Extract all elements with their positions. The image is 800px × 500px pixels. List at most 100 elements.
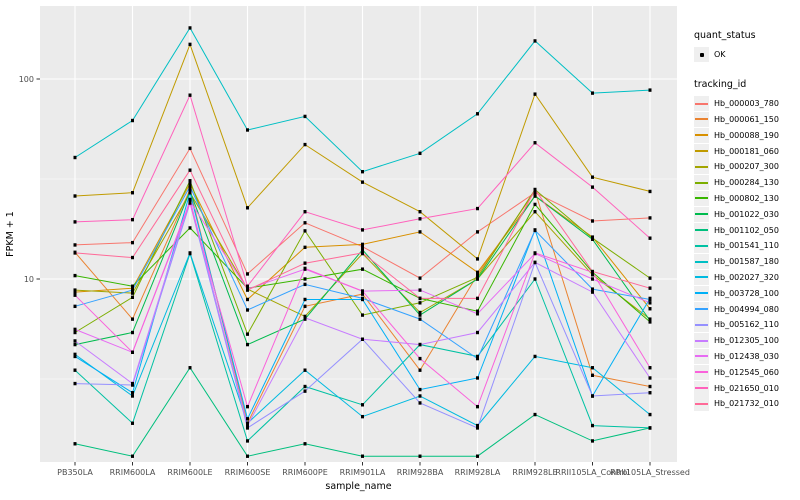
data-point: [361, 180, 364, 184]
data-point: [591, 273, 594, 277]
legend-line-icon: [695, 355, 708, 358]
legend-line-icon: [695, 213, 708, 216]
data-point: [73, 339, 77, 343]
x-tick-label: RRIM928LA: [455, 468, 501, 477]
data-point: [246, 421, 249, 425]
x-tick-label: RRIM928BA: [397, 468, 444, 477]
data-point: [131, 421, 134, 425]
data-point: [131, 291, 134, 295]
data-point: [476, 112, 479, 116]
legend-item-Hb_000003_780: Hb_000003_780: [694, 96, 798, 112]
legend-item-Hb_012438_030: Hb_012438_030: [694, 348, 798, 365]
data-point: [361, 403, 364, 407]
data-point: [361, 296, 364, 301]
data-point: [648, 297, 652, 302]
point-icon: [699, 52, 704, 57]
legend-item-label: Hb_000088_190: [714, 130, 779, 140]
legend-key-box: [694, 159, 709, 175]
y-axis-title: FPKM + 1: [5, 211, 16, 257]
legend-key-box: [694, 254, 709, 270]
legend-item-label: Hb_021650_010: [714, 383, 779, 393]
legend-key-box: [694, 143, 709, 159]
y-tick-label: 100: [19, 75, 34, 84]
data-point: [361, 251, 364, 255]
legend-item-label: Hb_000207_300: [714, 162, 779, 172]
data-point: [476, 404, 479, 409]
legend-line-icon: [695, 102, 708, 105]
data-point: [591, 219, 594, 223]
data-point: [246, 404, 249, 409]
data-point: [188, 197, 192, 202]
data-point: [648, 426, 652, 430]
data-point: [533, 228, 537, 233]
x-tick-label: RRIM600PE: [282, 468, 328, 477]
x-tick-label: RRIM600SE: [225, 468, 271, 477]
data-point: [303, 277, 307, 281]
data-point: [648, 391, 652, 395]
legend-title-tracking-id: tracking_id: [694, 78, 747, 90]
legend-line-icon: [695, 339, 708, 342]
x-tick-label: RRII105LA_Stressed: [610, 468, 690, 477]
legend-item-Hb_021732_010: Hb_021732_010: [694, 396, 798, 412]
data-point: [533, 187, 537, 192]
data-point: [131, 288, 134, 292]
legend-line-icon: [695, 244, 708, 247]
data-point: [303, 266, 307, 271]
data-point: [131, 454, 134, 458]
x-tick-label: RRIM600LA: [110, 468, 156, 477]
data-point: [73, 220, 77, 224]
data-point: [476, 330, 479, 335]
legend-key-box: [694, 127, 709, 143]
data-point: [418, 342, 422, 347]
data-point: [246, 297, 249, 302]
data-point: [246, 128, 249, 132]
legend-item-label: Hb_021732_010: [714, 399, 779, 409]
data-point: [361, 454, 364, 458]
x-tick-label: RRIM928LE: [512, 468, 557, 477]
legend-title-quant-status: quant_status: [694, 30, 756, 41]
data-point: [303, 316, 307, 320]
data-point: [73, 352, 77, 357]
data-point: [361, 267, 364, 271]
legend-key-box: [694, 222, 709, 238]
data-point: [361, 289, 364, 293]
legend-line-icon: [695, 181, 708, 184]
data-point: [303, 297, 307, 302]
legend-line-icon: [695, 118, 708, 121]
x-tick-label: RRII105LA_Control: [555, 468, 629, 477]
data-points: [73, 26, 652, 458]
data-point: [73, 243, 77, 247]
data-point: [533, 39, 537, 43]
data-point: [476, 230, 479, 234]
legend-item-label: OK: [714, 50, 726, 60]
data-point: [533, 260, 537, 265]
legend-item-label: Hb_012545_060: [714, 367, 779, 377]
legend-item-Hb_000802_130: Hb_000802_130: [694, 190, 798, 207]
data-point: [533, 141, 537, 145]
legend-item-Hb_000088_190: Hb_000088_190: [694, 127, 798, 143]
data-point: [591, 366, 594, 370]
legend-item-Hb_001022_030: Hb_001022_030: [694, 206, 798, 222]
data-point: [188, 168, 192, 172]
data-point: [188, 226, 192, 230]
data-point: [648, 88, 652, 92]
data-point: [131, 240, 134, 245]
data-point: [131, 350, 134, 355]
legend-item-label: Hb_005162_110: [714, 320, 779, 330]
data-point: [303, 261, 307, 265]
legend-line-icon: [695, 276, 708, 279]
data-point: [648, 189, 652, 194]
data-point: [648, 286, 652, 290]
legend-item-label: Hb_000061_150: [714, 114, 779, 124]
data-point: [73, 327, 77, 332]
data-point: [246, 272, 249, 276]
gridlines: [40, 6, 677, 462]
legend-item-label: Hb_001102_050: [714, 225, 779, 235]
data-point: [361, 242, 364, 247]
data-point: [246, 332, 249, 336]
data-point: [188, 191, 192, 195]
data-point: [418, 401, 422, 405]
data-point: [648, 412, 652, 417]
data-point: [591, 439, 594, 443]
legend-item-label: Hb_000284_130: [714, 178, 779, 188]
